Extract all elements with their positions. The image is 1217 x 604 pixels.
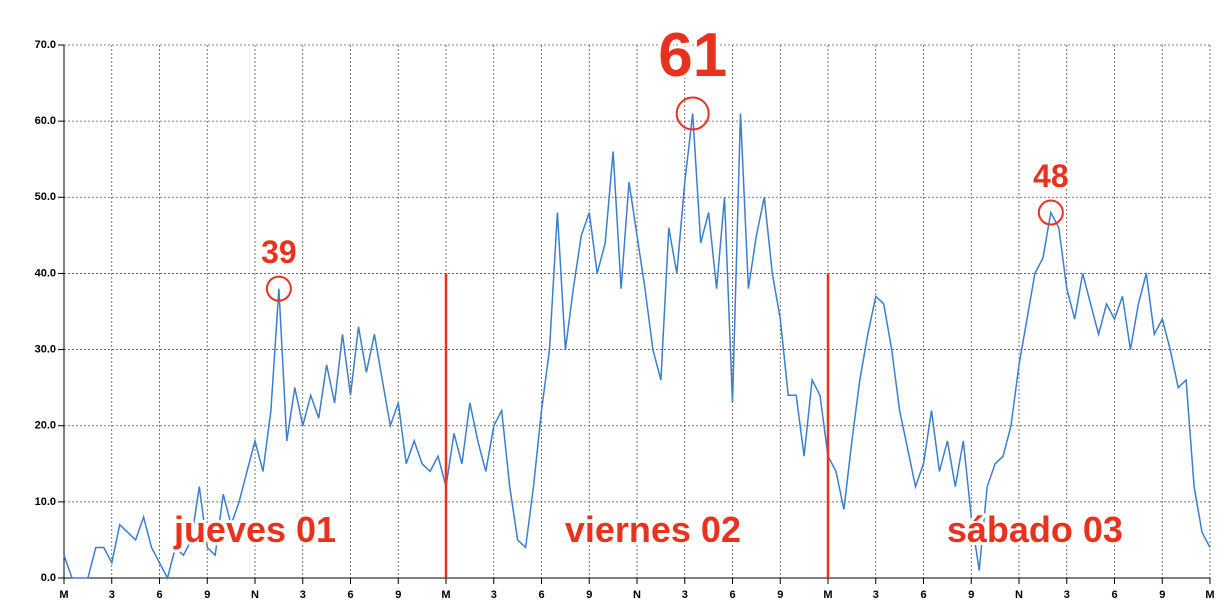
x-tick-label: 9 (395, 589, 401, 601)
x-tick-label: 9 (777, 589, 783, 601)
y-tick-label: 50.0 (35, 191, 56, 203)
peak-label: 39 (261, 234, 297, 270)
peak-label: 48 (1033, 158, 1069, 194)
x-tick-label: 3 (109, 589, 115, 601)
x-tick-label: N (251, 589, 259, 601)
x-tick-label: 3 (873, 589, 879, 601)
x-tick-label: N (1015, 589, 1023, 601)
x-tick-label: 9 (1159, 589, 1165, 601)
day-label: sábado 03 (947, 509, 1123, 550)
x-tick-label: 3 (491, 589, 497, 601)
x-tick-label: M (59, 589, 68, 601)
x-tick-label: M (823, 589, 832, 601)
x-tick-label: 9 (968, 589, 974, 601)
day-label: jueves 01 (173, 509, 336, 550)
y-tick-label: 30.0 (35, 343, 56, 355)
y-tick-label: 20.0 (35, 420, 56, 432)
x-tick-label: 9 (204, 589, 210, 601)
peak-marker (265, 275, 292, 302)
y-tick-label: 40.0 (35, 267, 56, 279)
peak-label: 61 (658, 21, 727, 90)
x-tick-label: 6 (156, 589, 162, 601)
y-tick-label: 10.0 (35, 496, 56, 508)
x-tick-label: 6 (538, 589, 544, 601)
x-tick-label: N (633, 589, 641, 601)
x-tick-label: M (441, 589, 450, 601)
peak-marker (675, 96, 710, 131)
day-label: viernes 02 (565, 509, 741, 550)
x-tick-label: 3 (1064, 589, 1070, 601)
series-line (63, 113, 1211, 581)
x-tick-label: 3 (300, 589, 306, 601)
peak-marker (1037, 199, 1064, 226)
x-tick-label: 3 (682, 589, 688, 601)
x-tick-label: 9 (586, 589, 592, 601)
x-tick-label: M (1205, 589, 1214, 601)
x-tick-label: 6 (347, 589, 353, 601)
y-tick-label: 60.0 (35, 115, 56, 127)
y-tick-label: 0.0 (41, 572, 56, 584)
x-tick-label: 6 (729, 589, 735, 601)
x-tick-label: 6 (920, 589, 926, 601)
x-tick-label: 6 (1111, 589, 1117, 601)
y-tick-label: 70.0 (35, 39, 56, 51)
